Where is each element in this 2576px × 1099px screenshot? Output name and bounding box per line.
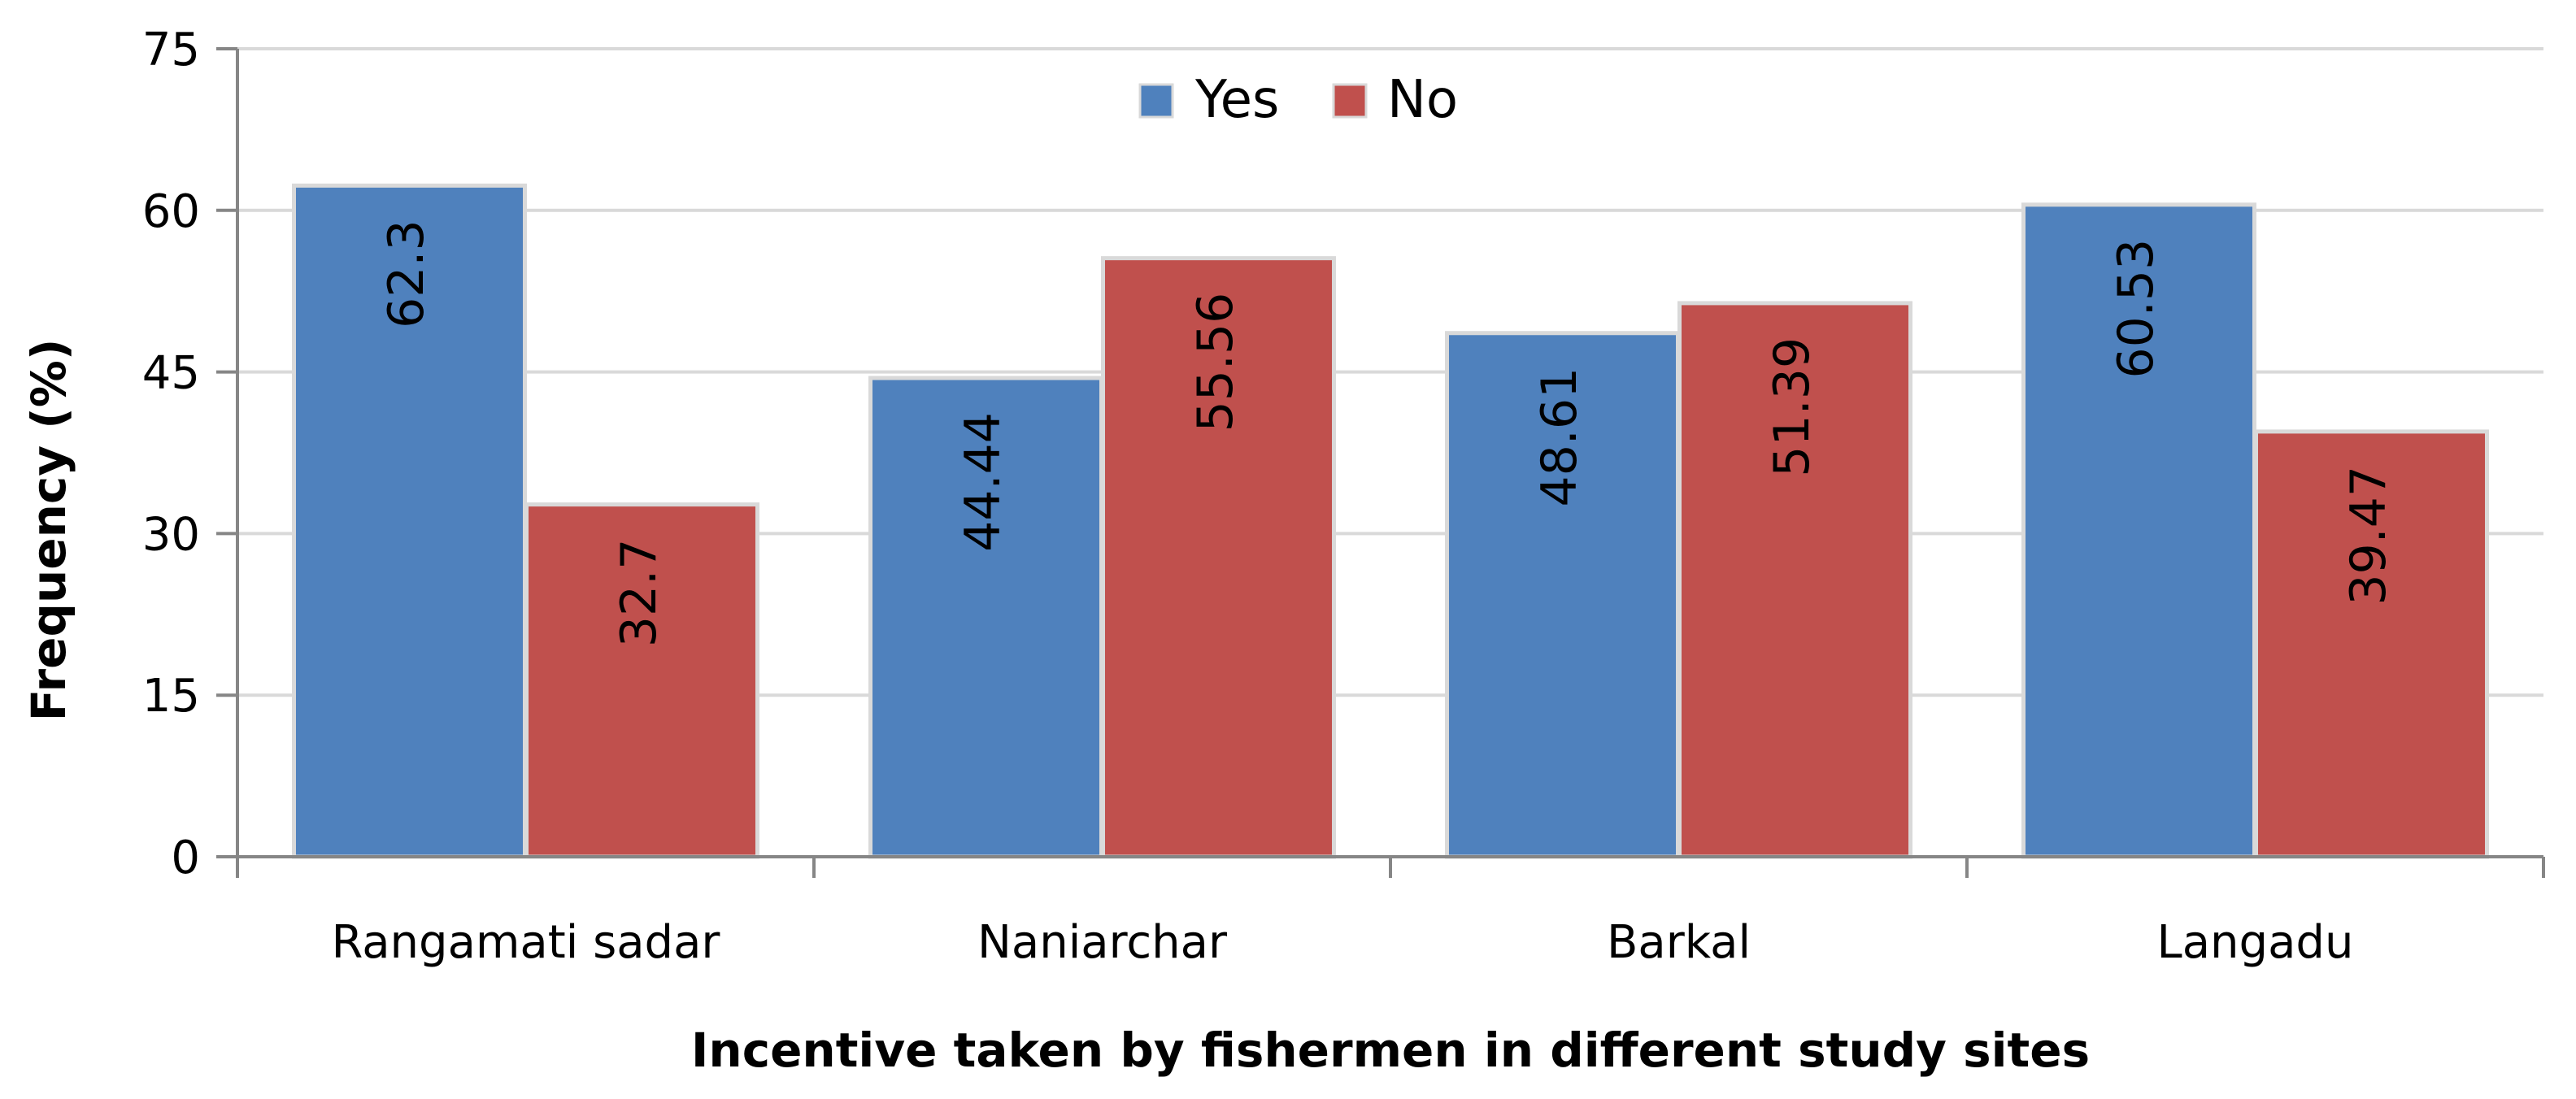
y-axis-title: Frequency (%) <box>21 339 76 722</box>
data-label-yes-2: 48.61 <box>1531 367 1588 507</box>
bar-yes-0 <box>292 183 527 859</box>
data-label-yes-1: 44.44 <box>955 412 1012 552</box>
y-tick-label: 75 <box>142 24 200 76</box>
x-tick-label: Langadu <box>2157 916 2354 969</box>
bar-no-3 <box>2254 429 2489 859</box>
data-label-no-1: 55.56 <box>1187 293 1244 432</box>
bar-yes-2 <box>1445 331 1680 859</box>
data-label-no-0: 32.7 <box>611 539 668 648</box>
x-tick-label: Naniarchar <box>977 916 1228 969</box>
data-label-no-2: 51.39 <box>1764 337 1821 477</box>
y-tick-label: 60 <box>142 185 200 238</box>
y-tick-label: 45 <box>142 347 200 400</box>
legend: Yes No <box>1138 70 1458 130</box>
y-tick-label: 15 <box>142 670 200 723</box>
legend-swatch-yes <box>1138 83 1174 119</box>
data-label-yes-3: 60.53 <box>2108 239 2165 379</box>
y-tick-label: 0 <box>171 832 200 884</box>
bar-yes-3 <box>2021 202 2256 859</box>
legend-label-yes: Yes <box>1194 70 1279 130</box>
bar-yes-1 <box>868 376 1103 859</box>
bar-no-1 <box>1101 256 1336 859</box>
y-tick-label: 30 <box>142 508 200 561</box>
x-tick-label: Barkal <box>1607 916 1751 969</box>
bar-no-2 <box>1677 301 1912 859</box>
legend-swatch-no <box>1332 83 1368 119</box>
x-axis-title: Incentive taken by fishermen in differen… <box>691 1023 2090 1078</box>
labels: 0 15 30 45 60 75 62.3 32.7 Rangamati sadar 44.44 5… <box>142 24 2397 969</box>
x-tick-label: Rangamati sadar <box>332 916 721 969</box>
data-label-no-3: 39.47 <box>2340 466 2397 606</box>
data-label-yes-0: 62.3 <box>378 219 435 328</box>
axes <box>216 47 2545 878</box>
legend-label-no: No <box>1387 70 1458 130</box>
bars <box>292 183 2489 859</box>
